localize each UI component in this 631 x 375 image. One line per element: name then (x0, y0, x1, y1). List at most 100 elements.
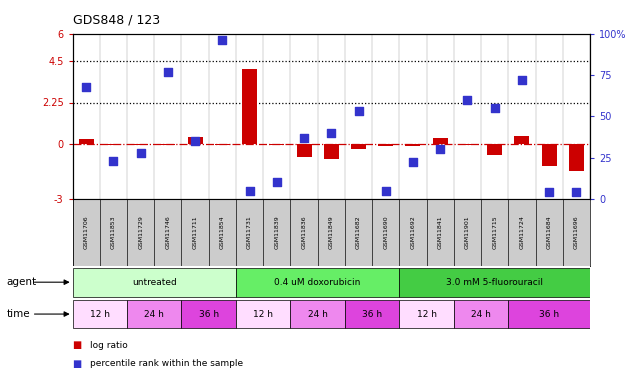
Bar (290, 300, 345, 328)
Text: GSM11706: GSM11706 (84, 216, 89, 249)
Text: GSM11901: GSM11901 (465, 216, 470, 249)
Text: 0.4 uM doxorubicin: 0.4 uM doxorubicin (274, 278, 361, 286)
Bar (514, 135, 529, 144)
Bar (297, 144, 312, 157)
Text: GSM11715: GSM11715 (492, 216, 497, 249)
Text: GSM11724: GSM11724 (519, 216, 524, 249)
Text: GSM11731: GSM11731 (247, 216, 252, 249)
Bar (269, 144, 285, 145)
Text: ■: ■ (73, 359, 82, 369)
Bar (209, 199, 236, 266)
Bar (215, 144, 230, 145)
Bar (378, 144, 393, 146)
Bar (460, 144, 475, 145)
Bar (563, 199, 590, 266)
Text: 12 h: 12 h (416, 310, 437, 319)
Bar (454, 199, 481, 266)
Bar (487, 144, 502, 155)
Text: GSM11836: GSM11836 (302, 216, 307, 249)
Text: GSM11849: GSM11849 (329, 216, 334, 249)
Text: GSM11854: GSM11854 (220, 216, 225, 249)
Text: GSM11684: GSM11684 (546, 216, 551, 249)
Point (217, 38, 227, 44)
Text: GSM11729: GSM11729 (138, 216, 143, 249)
Bar (454, 300, 509, 328)
Text: time: time (6, 309, 30, 319)
Bar (106, 144, 121, 145)
Bar (182, 300, 236, 328)
Text: 24 h: 24 h (471, 310, 491, 319)
Text: 36 h: 36 h (539, 310, 559, 319)
Bar (187, 137, 203, 144)
Text: GSM11692: GSM11692 (411, 216, 415, 249)
Point (353, 108, 363, 114)
Text: percentile rank within the sample: percentile rank within the sample (90, 359, 244, 368)
Point (272, 179, 282, 185)
Text: 36 h: 36 h (362, 310, 382, 319)
Text: agent: agent (6, 277, 37, 287)
Point (571, 189, 581, 195)
Bar (399, 268, 590, 297)
Bar (509, 199, 536, 266)
Text: GSM11841: GSM11841 (438, 216, 443, 249)
Bar (536, 199, 563, 266)
Bar (324, 144, 339, 159)
Point (517, 77, 527, 83)
Text: 12 h: 12 h (90, 310, 110, 319)
Bar (399, 199, 427, 266)
Text: GSM11690: GSM11690 (383, 216, 388, 249)
Text: 3.0 mM 5-fluorouracil: 3.0 mM 5-fluorouracil (446, 278, 543, 286)
Bar (73, 300, 127, 328)
Text: log ratio: log ratio (90, 340, 128, 350)
Text: GSM11746: GSM11746 (165, 216, 170, 249)
Bar (236, 199, 263, 266)
Point (109, 158, 119, 164)
Text: GSM11853: GSM11853 (111, 216, 116, 249)
Point (163, 69, 173, 75)
Bar (133, 144, 148, 145)
Bar (481, 199, 509, 266)
Bar (399, 300, 454, 328)
Bar (127, 199, 154, 266)
Text: GDS848 / 123: GDS848 / 123 (73, 13, 160, 26)
Point (408, 159, 418, 165)
Point (490, 105, 500, 111)
Bar (345, 300, 399, 328)
Bar (372, 199, 399, 266)
Point (190, 138, 200, 144)
Bar (406, 144, 420, 146)
Bar (242, 69, 257, 144)
Point (245, 188, 255, 194)
Text: untreated: untreated (132, 278, 177, 286)
Text: GSM11711: GSM11711 (192, 216, 198, 249)
Bar (160, 144, 175, 145)
Bar (100, 199, 127, 266)
Bar (433, 138, 448, 144)
Bar (263, 199, 290, 266)
Point (299, 135, 309, 141)
Bar (236, 300, 290, 328)
Point (136, 150, 146, 156)
Text: 36 h: 36 h (199, 310, 219, 319)
Text: GSM11682: GSM11682 (356, 216, 361, 249)
Bar (509, 300, 590, 328)
Bar (541, 144, 557, 166)
Bar (73, 199, 100, 266)
Bar (290, 199, 317, 266)
Bar (182, 199, 209, 266)
Text: GSM11839: GSM11839 (274, 216, 280, 249)
Point (380, 188, 391, 194)
Point (81, 84, 91, 90)
Bar (317, 199, 345, 266)
Text: ■: ■ (73, 340, 82, 350)
Bar (345, 199, 372, 266)
Point (544, 189, 554, 195)
Text: GSM11696: GSM11696 (574, 216, 579, 249)
Bar (236, 268, 399, 297)
Bar (154, 199, 182, 266)
Point (435, 146, 445, 152)
Bar (79, 139, 93, 144)
Bar (427, 199, 454, 266)
Point (326, 130, 336, 136)
Text: 24 h: 24 h (144, 310, 164, 319)
